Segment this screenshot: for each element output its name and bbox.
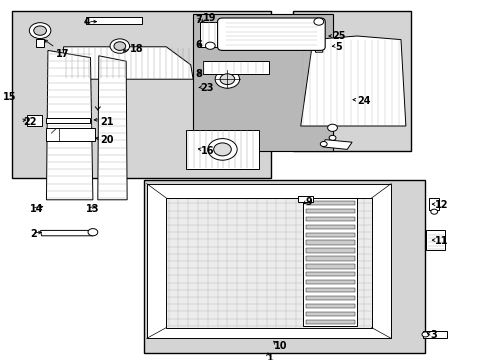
Polygon shape bbox=[305, 320, 354, 324]
Text: 3: 3 bbox=[429, 330, 436, 340]
Text: 10: 10 bbox=[273, 341, 287, 351]
Polygon shape bbox=[315, 22, 322, 52]
Polygon shape bbox=[27, 115, 41, 126]
Bar bbox=[144, 180, 425, 353]
Text: 4: 4 bbox=[84, 17, 91, 27]
Polygon shape bbox=[305, 304, 354, 308]
Circle shape bbox=[328, 135, 335, 140]
Polygon shape bbox=[428, 198, 438, 210]
Polygon shape bbox=[98, 56, 127, 200]
Polygon shape bbox=[305, 256, 354, 261]
Polygon shape bbox=[300, 36, 405, 126]
Circle shape bbox=[421, 332, 428, 337]
Polygon shape bbox=[426, 230, 444, 250]
Polygon shape bbox=[305, 201, 354, 205]
Polygon shape bbox=[46, 128, 95, 141]
Text: 17: 17 bbox=[56, 49, 70, 59]
Polygon shape bbox=[305, 272, 354, 276]
Text: 2: 2 bbox=[30, 229, 37, 239]
Polygon shape bbox=[305, 225, 354, 229]
Circle shape bbox=[34, 26, 46, 35]
Polygon shape bbox=[303, 198, 356, 326]
FancyBboxPatch shape bbox=[217, 18, 325, 50]
Circle shape bbox=[29, 23, 51, 39]
Bar bbox=[293, 11, 410, 151]
Polygon shape bbox=[46, 118, 90, 123]
Text: 13: 13 bbox=[85, 204, 99, 214]
Polygon shape bbox=[185, 130, 259, 169]
Polygon shape bbox=[305, 296, 354, 300]
Polygon shape bbox=[305, 233, 354, 237]
Text: 12: 12 bbox=[434, 200, 448, 210]
Text: 20: 20 bbox=[100, 135, 114, 145]
Text: 9: 9 bbox=[305, 197, 312, 207]
Text: 8: 8 bbox=[195, 69, 202, 79]
Text: 1: 1 bbox=[266, 353, 273, 360]
Circle shape bbox=[430, 209, 437, 214]
Text: 19: 19 bbox=[203, 13, 216, 23]
Text: 24: 24 bbox=[356, 96, 370, 106]
Text: 7: 7 bbox=[195, 15, 202, 25]
Circle shape bbox=[207, 139, 237, 160]
Bar bbox=[12, 11, 271, 178]
Polygon shape bbox=[305, 248, 354, 253]
Polygon shape bbox=[305, 264, 354, 269]
Polygon shape bbox=[166, 198, 371, 328]
Text: 21: 21 bbox=[100, 117, 114, 127]
Circle shape bbox=[213, 143, 231, 156]
Polygon shape bbox=[305, 312, 354, 316]
Polygon shape bbox=[203, 61, 268, 74]
Polygon shape bbox=[422, 331, 447, 338]
Circle shape bbox=[220, 74, 234, 85]
Polygon shape bbox=[63, 47, 193, 79]
Text: 6: 6 bbox=[195, 40, 202, 50]
Polygon shape bbox=[41, 230, 93, 236]
Circle shape bbox=[88, 229, 98, 236]
Polygon shape bbox=[85, 17, 142, 24]
Circle shape bbox=[205, 42, 215, 49]
Polygon shape bbox=[298, 196, 312, 202]
Circle shape bbox=[320, 141, 326, 147]
Polygon shape bbox=[36, 39, 44, 47]
Polygon shape bbox=[46, 50, 93, 200]
Circle shape bbox=[110, 39, 129, 53]
Text: 15: 15 bbox=[2, 92, 16, 102]
Polygon shape bbox=[322, 140, 351, 149]
Circle shape bbox=[215, 70, 239, 88]
Circle shape bbox=[327, 124, 337, 131]
Bar bbox=[193, 14, 332, 151]
Polygon shape bbox=[305, 240, 354, 245]
Polygon shape bbox=[200, 22, 259, 47]
Polygon shape bbox=[305, 217, 354, 221]
Polygon shape bbox=[305, 209, 354, 213]
Polygon shape bbox=[305, 288, 354, 292]
Text: 14: 14 bbox=[30, 204, 44, 214]
Text: 25: 25 bbox=[332, 31, 346, 41]
Polygon shape bbox=[305, 280, 354, 284]
Text: 11: 11 bbox=[434, 236, 448, 246]
Text: 22: 22 bbox=[23, 117, 37, 127]
Text: 16: 16 bbox=[200, 146, 214, 156]
Circle shape bbox=[114, 42, 125, 50]
Circle shape bbox=[313, 18, 323, 25]
Text: 23: 23 bbox=[200, 83, 214, 93]
Text: 18: 18 bbox=[129, 44, 143, 54]
Text: 5: 5 bbox=[334, 42, 341, 52]
Polygon shape bbox=[146, 184, 390, 338]
